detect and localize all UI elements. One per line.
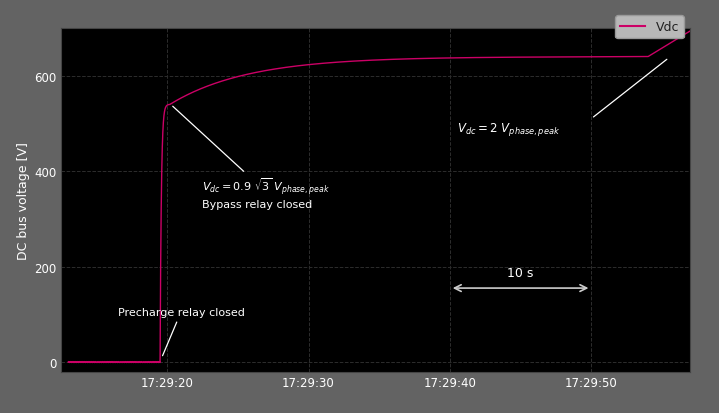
Text: Precharge relay closed: Precharge relay closed bbox=[118, 307, 244, 356]
Legend: Vdc: Vdc bbox=[615, 16, 684, 39]
Text: 10 s: 10 s bbox=[508, 267, 533, 280]
Text: $\mathit{V}_{dc}=0.9\ \sqrt{3}\ V_{phase,peak}$
Bypass relay closed: $\mathit{V}_{dc}=0.9\ \sqrt{3}\ V_{phase… bbox=[173, 107, 331, 209]
Y-axis label: DC bus voltage [V]: DC bus voltage [V] bbox=[17, 142, 29, 259]
Text: $\mathit{V}_{dc}=2\ V_{phase,peak}$: $\mathit{V}_{dc}=2\ V_{phase,peak}$ bbox=[457, 121, 560, 138]
